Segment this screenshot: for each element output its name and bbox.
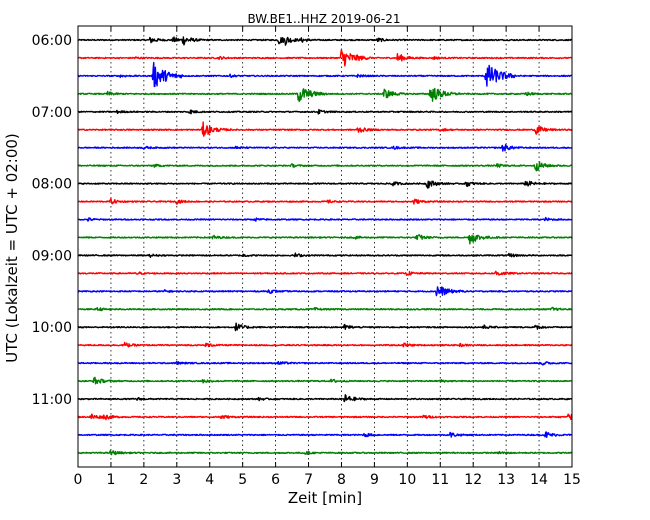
- trace-line: [77, 36, 573, 46]
- x-axis-label: Zeit [min]: [288, 489, 362, 507]
- x-tick-label: 9: [370, 472, 379, 488]
- trace-line: [77, 270, 573, 276]
- y-tick-label: 10:00: [32, 320, 72, 336]
- trace-line: [77, 376, 573, 385]
- y-tick-label: 08:00: [32, 177, 72, 193]
- trace-line: [77, 450, 573, 456]
- trace-line: [77, 61, 573, 88]
- x-tick-label: 6: [271, 472, 280, 488]
- trace-line: [77, 286, 573, 297]
- x-tick-label: 15: [563, 472, 581, 488]
- y-tick-label: 09:00: [32, 248, 72, 264]
- x-axis: 0 1 2 3 4 5 6 7 8 9 10 11 12 13 14 15: [74, 26, 581, 488]
- y-axis-label: UTC (Lokalzeit = UTC + 02:00): [3, 133, 21, 363]
- x-tick-label: 2: [139, 472, 148, 488]
- y-axis: 06:00 07:00 08:00 09:00 10:00 11:00: [32, 33, 572, 408]
- x-tick-label: 8: [337, 472, 346, 488]
- grid-lines: [110, 26, 540, 467]
- x-tick-label: 10: [398, 472, 416, 488]
- x-tick-label: 0: [74, 472, 83, 488]
- x-tick-label: 14: [530, 472, 548, 488]
- y-tick-label: 06:00: [32, 33, 72, 49]
- x-tick-label: 12: [464, 472, 482, 488]
- y-tick-label: 07:00: [32, 105, 72, 121]
- trace-line: [77, 216, 573, 222]
- x-tick-label: 5: [238, 472, 247, 488]
- x-tick-label: 4: [205, 472, 214, 488]
- x-tick-label: 1: [106, 472, 115, 488]
- trace-line: [77, 161, 573, 172]
- x-tick-label: 11: [431, 472, 449, 488]
- x-tick-label: 7: [304, 472, 313, 488]
- chart-title: BW.BE1..HHZ 2019-06-21: [247, 12, 400, 26]
- x-tick-label: 13: [497, 472, 515, 488]
- traces: [77, 36, 573, 456]
- trace-line: [77, 48, 573, 67]
- trace-line: [77, 180, 573, 189]
- trace-line: [77, 87, 573, 103]
- plot-frame: [77, 25, 573, 468]
- trace-line: [77, 360, 573, 366]
- trace-line: [77, 431, 573, 439]
- trace-line: [77, 108, 573, 115]
- trace-line: [77, 413, 573, 421]
- trace-line: [77, 394, 573, 403]
- trace-line: [77, 341, 573, 348]
- x-tick-label: 3: [172, 472, 181, 488]
- trace-line: [77, 252, 573, 258]
- trace-line: [77, 197, 573, 205]
- trace-line: [77, 306, 573, 312]
- y-tick-label: 11:00: [32, 392, 72, 408]
- trace-line: [77, 322, 573, 332]
- trace-line: [77, 234, 573, 245]
- trace-line: [77, 144, 573, 152]
- trace-line: [77, 121, 573, 137]
